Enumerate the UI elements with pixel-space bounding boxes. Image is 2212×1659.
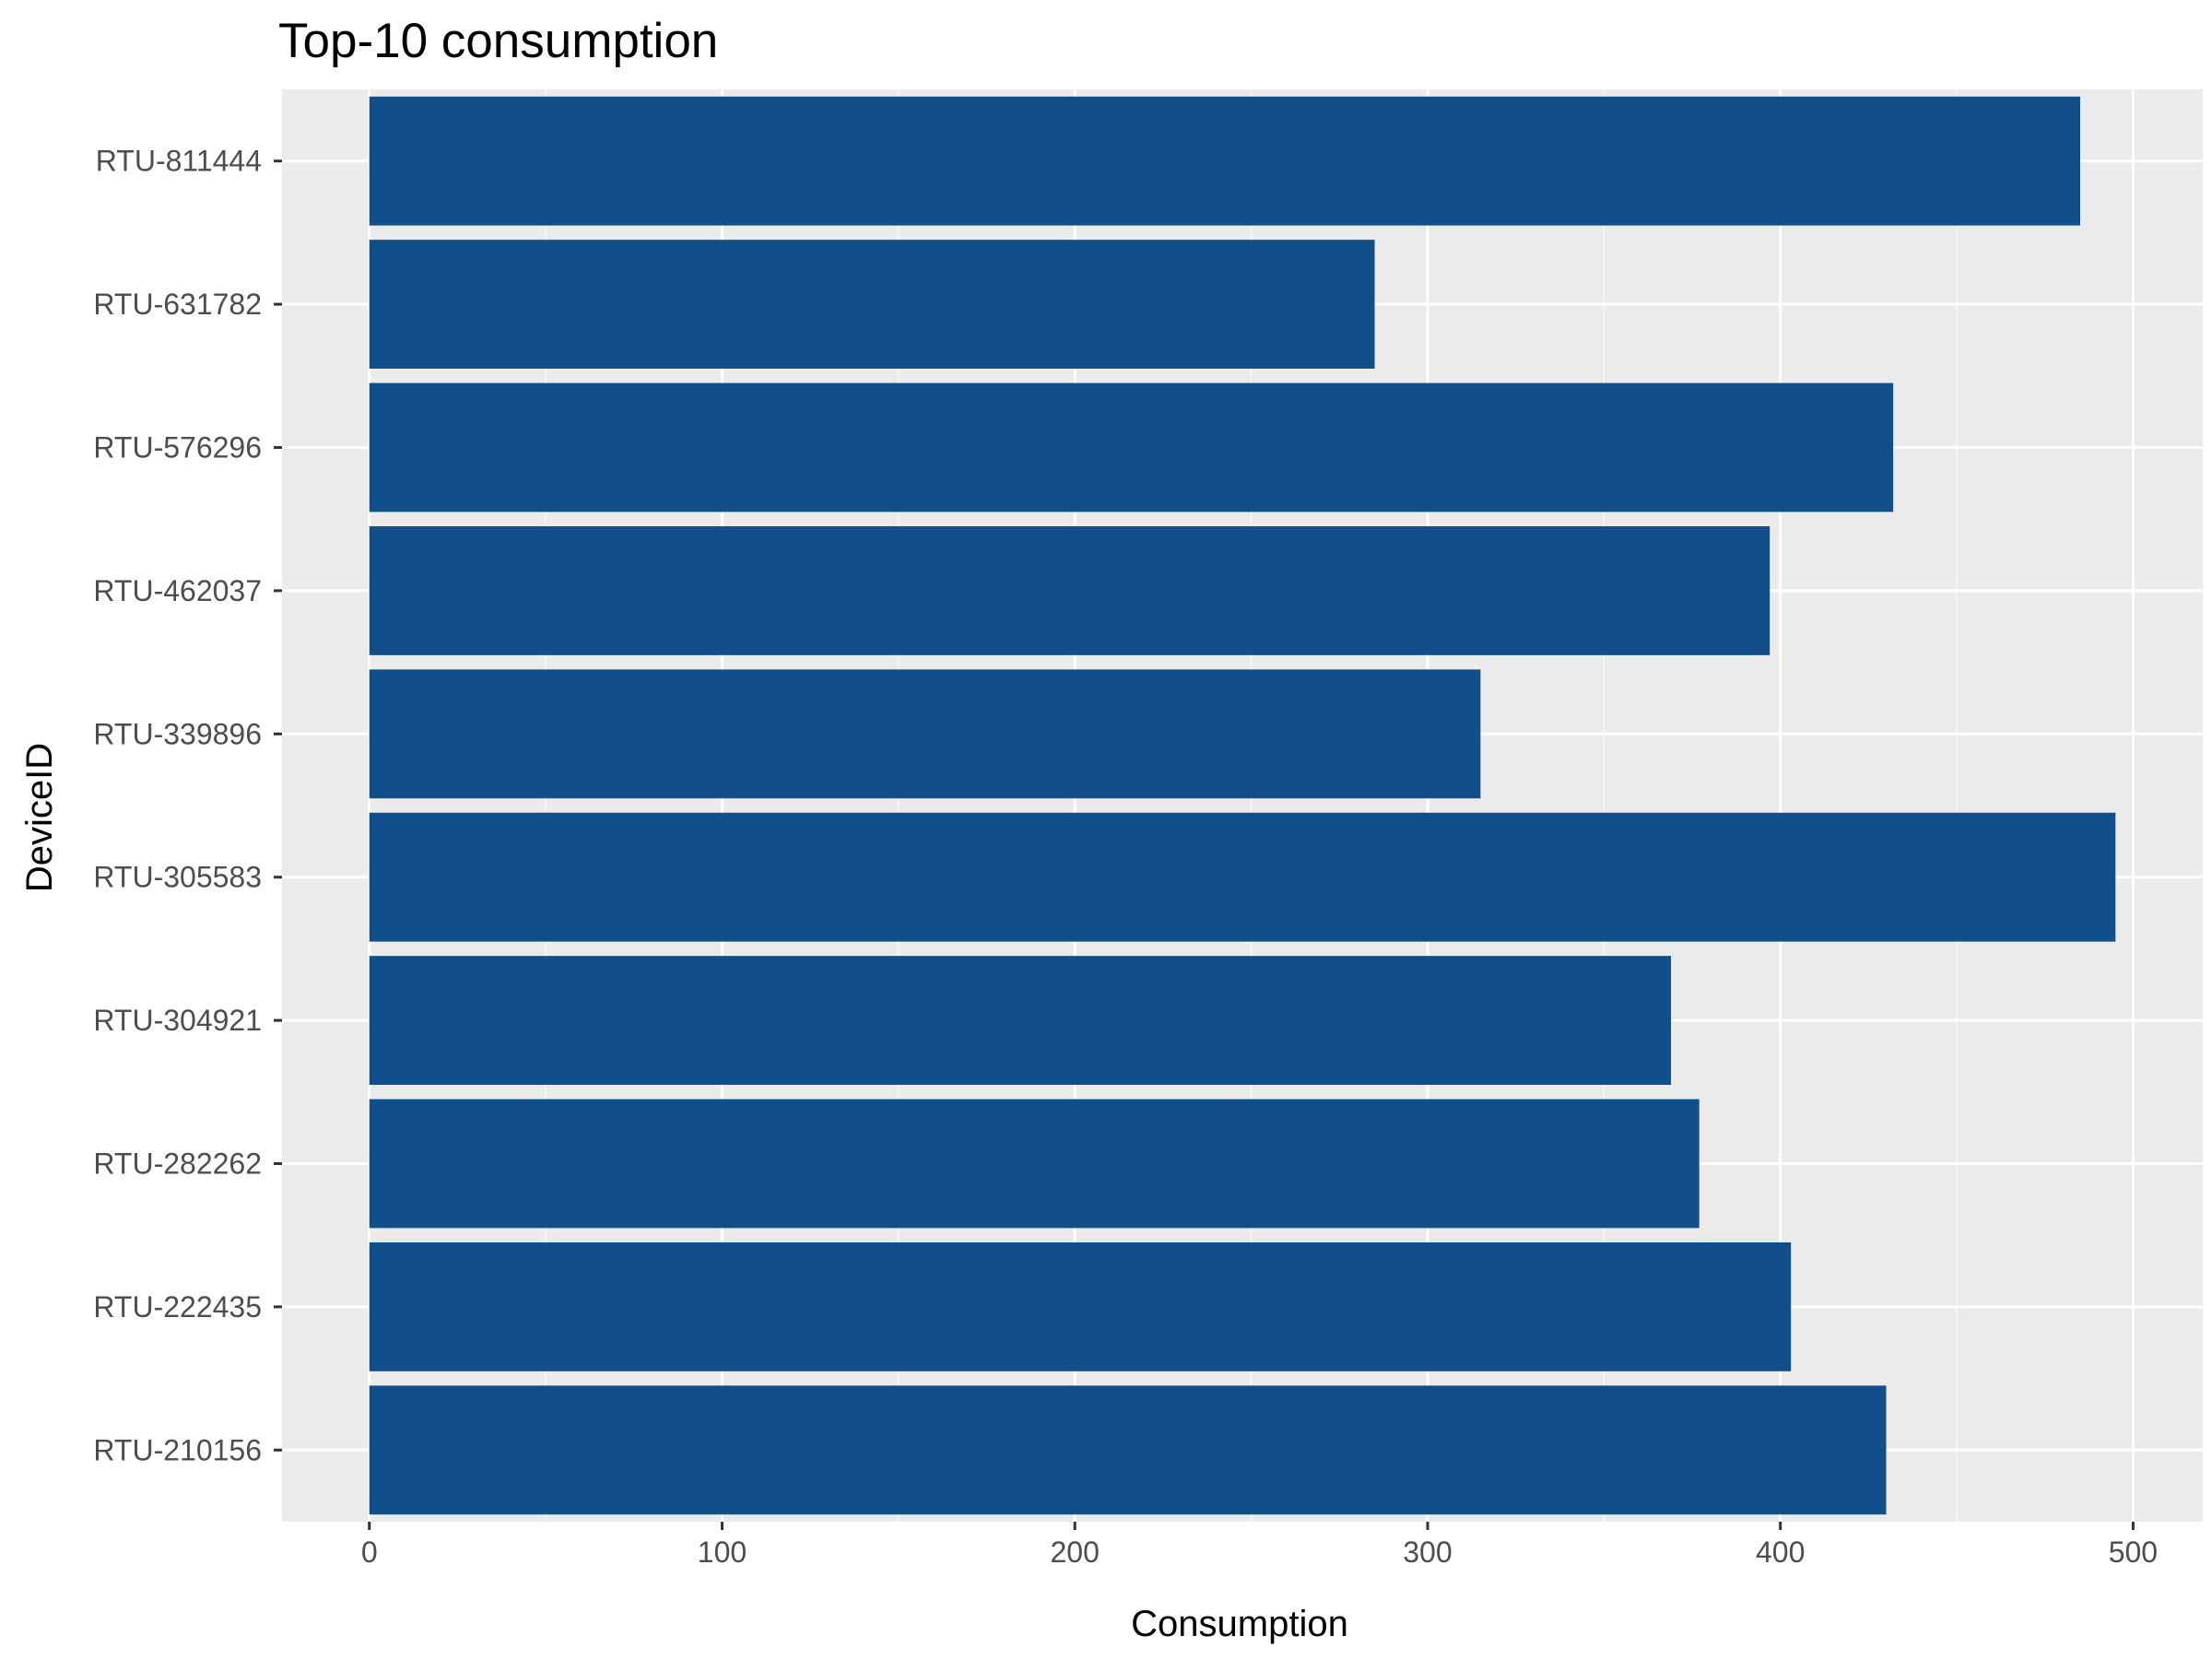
y-tick-label: RTU-222435 (93, 1290, 262, 1324)
bar-rtu-811444 (369, 96, 2080, 226)
x-tick-label: 300 (1403, 1535, 1452, 1569)
bar-rtu-305583 (369, 812, 2116, 942)
y-tick-label: RTU-339896 (93, 717, 262, 750)
x-axis-title: Consumption (1131, 1604, 1348, 1644)
x-axis: 0 100 200 300 400 500 (361, 1522, 2158, 1569)
y-tick-label: RTU-811444 (96, 145, 262, 178)
y-tick-label: RTU-282262 (93, 1147, 262, 1181)
bar-rtu-210156 (369, 1385, 1887, 1515)
y-tick-label: RTU-462037 (93, 574, 262, 607)
y-tick-label: RTU-210156 (93, 1433, 262, 1466)
bar-rtu-222435 (369, 1241, 1792, 1371)
x-tick-label: 500 (2109, 1535, 2158, 1569)
bar-rtu-631782 (369, 240, 1375, 370)
bar-rtu-339896 (369, 669, 1481, 799)
bar-rtu-282262 (369, 1099, 1700, 1229)
x-tick-label: 400 (1756, 1535, 1805, 1569)
bars (369, 96, 2116, 1515)
y-axis-title: DeviceID (19, 743, 60, 892)
x-tick-label: 100 (698, 1535, 747, 1569)
x-tick-label: 0 (361, 1535, 378, 1569)
y-tick-label: RTU-631782 (93, 288, 262, 321)
y-tick-label: RTU-576296 (93, 431, 262, 465)
x-tick-label: 200 (1051, 1535, 1100, 1569)
chart-title: Top-10 consumption (278, 14, 718, 68)
bar-rtu-576296 (369, 382, 1894, 512)
bar-rtu-304921 (369, 956, 1672, 1086)
y-tick-label: RTU-304921 (93, 1004, 262, 1037)
y-tick-label: RTU-305583 (93, 861, 262, 894)
bar-rtu-462037 (369, 525, 1771, 655)
y-axis: RTU-210156 RTU-222435 RTU-282262 RTU-304921… (93, 145, 282, 1466)
